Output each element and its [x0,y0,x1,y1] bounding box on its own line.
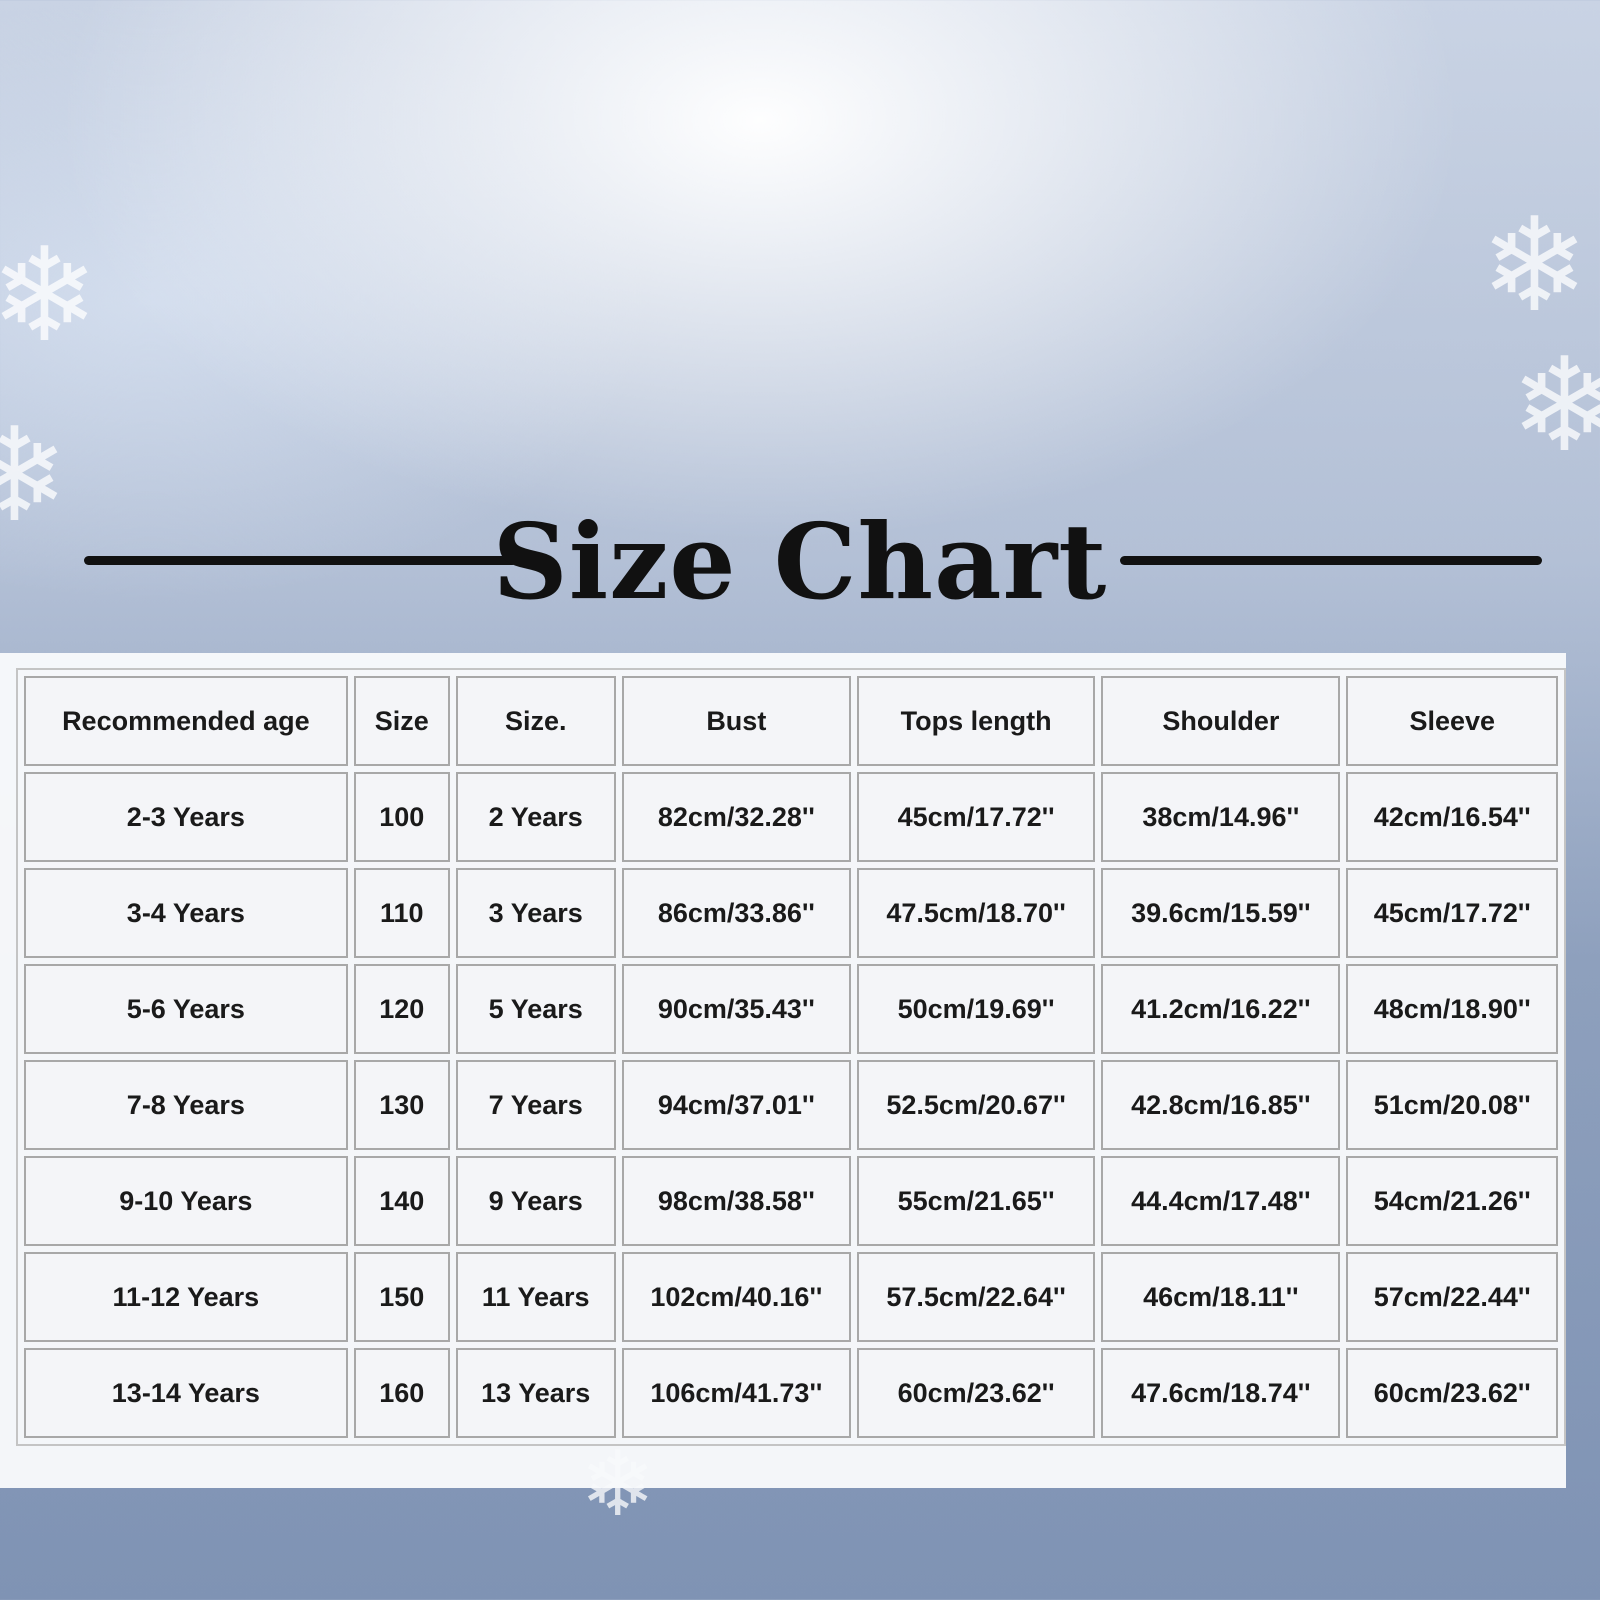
table-row: 11-12 Years 150 11 Years 102cm/40.16'' 57.5c… [24,1252,1558,1342]
column-header: Tops length [856,676,1096,766]
table-cell: 5 Years [455,964,616,1054]
table-cell: 9-10 Years [24,1156,348,1246]
table-cell: 9 Years [455,1156,616,1246]
table-cell: 86cm/33.86'' [621,868,851,958]
table-cell: 55cm/21.65'' [856,1156,1096,1246]
table-cell: 47.5cm/18.70'' [856,868,1096,958]
table-cell: 47.6cm/18.74'' [1101,1348,1341,1438]
column-header: Recommended age [24,676,348,766]
table-cell: 94cm/37.01'' [621,1060,851,1150]
table-cell: 52.5cm/20.67'' [856,1060,1096,1150]
table-row: 7-8 Years 130 7 Years 94cm/37.01'' 52.5cm/20… [24,1060,1558,1150]
table-cell: 110 [353,868,450,958]
table-cell: 60cm/23.62'' [856,1348,1096,1438]
table-cell: 160 [353,1348,450,1438]
table-cell: 3 Years [455,868,616,958]
page-title: Size Chart [492,500,1108,623]
table-header-row: Recommended age Size Size. Bust Tops length S… [24,676,1558,766]
column-header: Bust [621,676,851,766]
table-cell: 7 Years [455,1060,616,1150]
table-cell: 90cm/35.43'' [621,964,851,1054]
snowflake-icon: ❄ [1510,332,1600,478]
table-cell: 45cm/17.72'' [1346,868,1558,958]
table-cell: 100 [353,772,450,862]
table-cell: 42cm/16.54'' [1346,772,1558,862]
table-row: 9-10 Years 140 9 Years 98cm/38.58'' 55cm/21.… [24,1156,1558,1246]
table-cell: 51cm/20.08'' [1346,1060,1558,1150]
snowflake-icon: ❄ [0,222,99,368]
table-cell: 140 [353,1156,450,1246]
table-cell: 102cm/40.16'' [621,1252,851,1342]
table-cell: 82cm/32.28'' [621,772,851,862]
table-cell: 44.4cm/17.48'' [1101,1156,1341,1246]
title-rule-left [84,556,517,565]
table-cell: 7-8 Years [24,1060,348,1150]
size-table: Recommended age Size Size. Bust Tops length S… [16,668,1566,1446]
snowflake-icon: ❄ [0,402,69,548]
table-cell: 11-12 Years [24,1252,348,1342]
table-cell: 150 [353,1252,450,1342]
table-cell: 98cm/38.58'' [621,1156,851,1246]
column-header: Sleeve [1346,676,1558,766]
table-cell: 41.2cm/16.22'' [1101,964,1341,1054]
column-header: Shoulder [1101,676,1341,766]
table-cell: 42.8cm/16.85'' [1101,1060,1341,1150]
table-cell: 13 Years [455,1348,616,1438]
table-cell: 13-14 Years [24,1348,348,1438]
table-cell: 2-3 Years [24,772,348,862]
column-header: Size [353,676,450,766]
table-row: 2-3 Years 100 2 Years 82cm/32.28'' 45cm/17.7… [24,772,1558,862]
table-cell: 130 [353,1060,450,1150]
table-cell: 39.6cm/15.59'' [1101,868,1341,958]
title-rule-right [1120,556,1542,565]
table-cell: 50cm/19.69'' [856,964,1096,1054]
table-cell: 57cm/22.44'' [1346,1252,1558,1342]
table-cell: 60cm/23.62'' [1346,1348,1558,1438]
table-cell: 54cm/21.26'' [1346,1156,1558,1246]
snowflake-icon: ❄ [1480,192,1589,338]
size-table-panel: Recommended age Size Size. Bust Tops length S… [0,653,1566,1488]
table-row: 5-6 Years 120 5 Years 90cm/35.43'' 50cm/19.6… [24,964,1558,1054]
table-cell: 38cm/14.96'' [1101,772,1341,862]
table-cell: 45cm/17.72'' [856,772,1096,862]
table-cell: 57.5cm/22.64'' [856,1252,1096,1342]
table-row: 13-14 Years 160 13 Years 106cm/41.73'' 60cm/… [24,1348,1558,1438]
table-cell: 120 [353,964,450,1054]
table-cell: 5-6 Years [24,964,348,1054]
table-cell: 11 Years [455,1252,616,1342]
table-cell: 2 Years [455,772,616,862]
table-row: 3-4 Years 110 3 Years 86cm/33.86'' 47.5cm/18… [24,868,1558,958]
title-banner: Size Chart [0,500,1600,623]
column-header: Size. [455,676,616,766]
table-cell: 3-4 Years [24,868,348,958]
table-cell: 48cm/18.90'' [1346,964,1558,1054]
table-cell: 106cm/41.73'' [621,1348,851,1438]
table-cell: 46cm/18.11'' [1101,1252,1341,1342]
